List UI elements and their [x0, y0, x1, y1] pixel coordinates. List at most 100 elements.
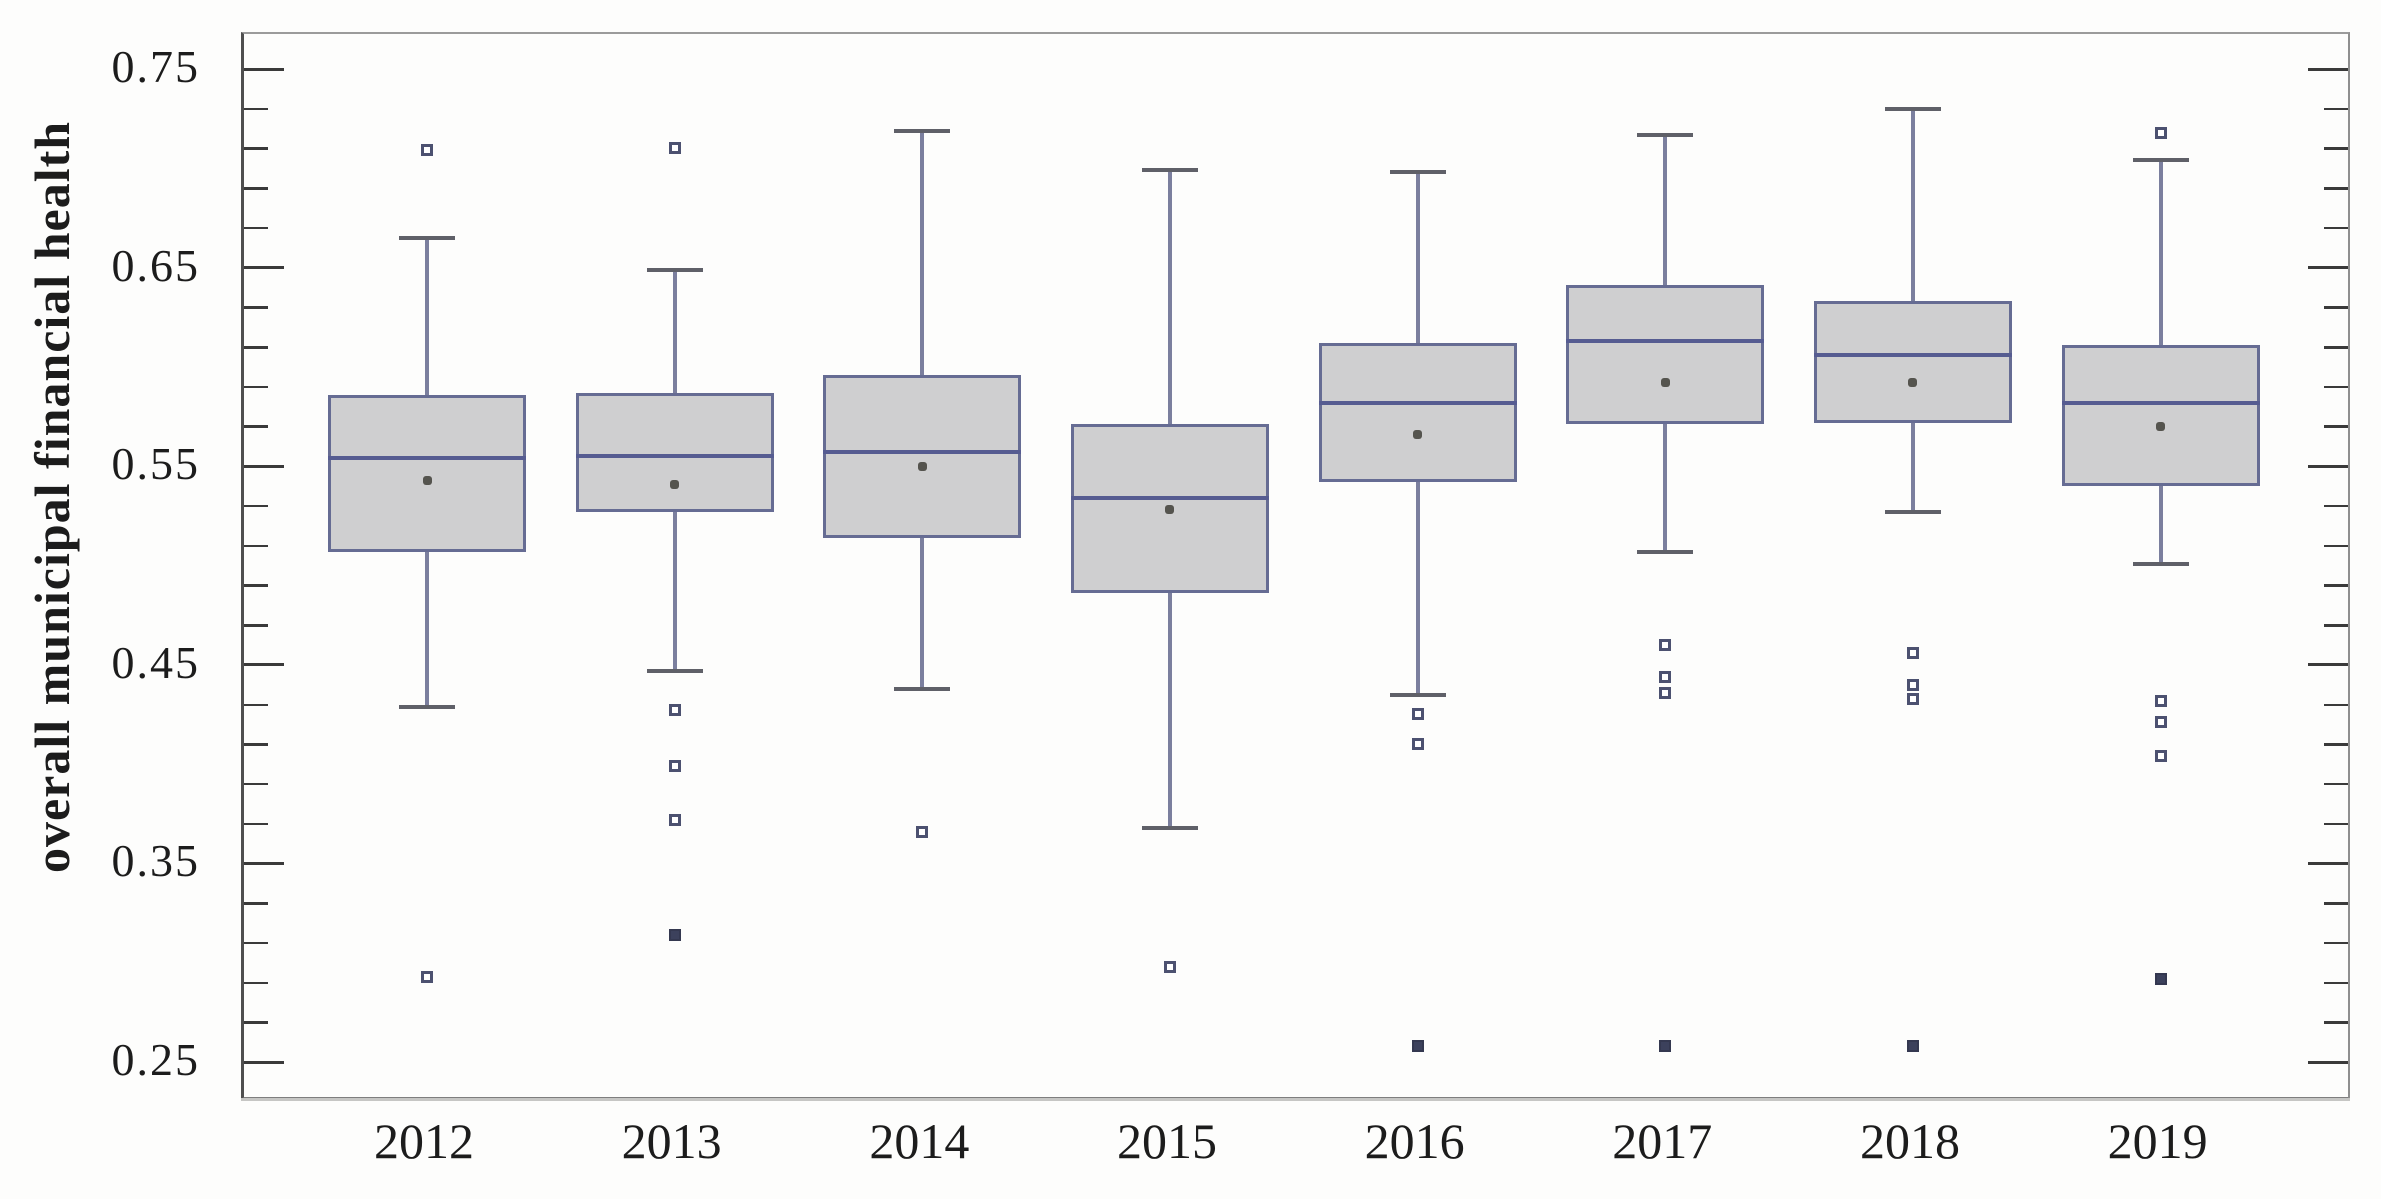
outlier-filled-2016	[1411, 1040, 1424, 1053]
iqr-box-2019	[2061, 345, 2260, 487]
outlier-2018	[1906, 692, 1919, 705]
median-line-2019	[2061, 400, 2260, 405]
y-major-tick-right	[2308, 266, 2348, 270]
y-minor-tick-left	[244, 822, 268, 826]
y-minor-tick-right	[2324, 782, 2348, 786]
outlier-2013	[668, 813, 681, 826]
whisker-cap-high-2017	[1637, 132, 1694, 137]
mean-marker-2013	[670, 479, 680, 489]
outlier-2017	[1659, 638, 1672, 651]
y-major-tick-right	[2308, 1060, 2348, 1064]
y-minor-tick-right	[2324, 187, 2348, 190]
mean-marker-2019	[2156, 421, 2166, 431]
x-tick-label-2016: 2016	[1364, 1113, 1465, 1169]
median-line-2014	[823, 450, 1022, 455]
y-minor-tick-right	[2324, 584, 2348, 587]
whisker-cap-low-2019	[2132, 561, 2189, 566]
whisker-cap-high-2013	[646, 267, 703, 272]
y-minor-tick-left	[244, 782, 268, 786]
outlier-filled-2019	[2154, 972, 2167, 985]
y-major-tick-left	[244, 464, 284, 468]
y-minor-tick-left	[244, 226, 268, 230]
outlier-2018	[1906, 646, 1919, 659]
x-tick-label-2013: 2013	[621, 1113, 722, 1169]
y-major-tick-right	[2308, 861, 2348, 865]
y-minor-tick-left	[244, 703, 268, 707]
y-minor-tick-left	[244, 385, 268, 389]
outlier-2014	[916, 825, 929, 838]
y-minor-tick-left	[244, 107, 268, 111]
whisker-cap-high-2015	[1141, 168, 1198, 173]
y-major-tick-right	[2308, 67, 2348, 71]
y-minor-tick-right	[2324, 226, 2348, 230]
x-tick-label-2019: 2019	[2107, 1113, 2208, 1169]
mean-marker-2014	[917, 461, 927, 471]
plot-area	[241, 32, 2350, 1100]
outlier-filled-2018	[1906, 1040, 1919, 1053]
outlier-2013	[668, 760, 681, 773]
outlier-filled-2013	[668, 928, 681, 941]
y-minor-tick-right	[2324, 624, 2348, 627]
y-minor-tick-left	[244, 504, 268, 508]
median-line-2017	[1566, 339, 1765, 344]
median-line-2018	[1813, 352, 2012, 357]
outlier-2016	[1411, 708, 1424, 721]
whisker-cap-high-2019	[2132, 158, 2189, 163]
median-line-2013	[575, 454, 774, 459]
median-line-2016	[1318, 400, 1517, 405]
y-minor-tick-right	[2324, 107, 2348, 111]
x-tick-label-2015: 2015	[1116, 1113, 1217, 1169]
whisker-cap-low-2015	[1141, 825, 1198, 830]
outlier-2013	[668, 704, 681, 717]
y-minor-tick-left	[244, 306, 268, 309]
y-major-tick-left	[244, 1060, 284, 1064]
outlier-2012	[421, 144, 433, 157]
y-tick-label: 0.25	[111, 1034, 200, 1085]
y-major-tick-left	[244, 67, 284, 71]
x-tick-label-2017: 2017	[1612, 1113, 1713, 1169]
y-minor-tick-left	[244, 544, 268, 548]
y-tick-label: 0.65	[111, 239, 200, 291]
y-minor-tick-left	[244, 346, 268, 349]
y-minor-tick-right	[2324, 981, 2348, 985]
y-minor-tick-right	[2324, 346, 2348, 349]
outlier-2016	[1411, 738, 1424, 751]
iqr-box-2016	[1318, 343, 1517, 483]
whisker-cap-low-2012	[399, 704, 455, 709]
iqr-box-2012	[328, 394, 526, 552]
whisker-cap-high-2012	[399, 235, 455, 240]
whisker-cap-low-2016	[1389, 692, 1446, 697]
y-minor-tick-left	[244, 147, 268, 150]
outlier-2015	[1163, 960, 1176, 973]
iqr-box-2017	[1566, 285, 1765, 425]
y-minor-tick-left	[244, 584, 268, 587]
outlier-2019	[2154, 126, 2167, 139]
iqr-box-2013	[575, 392, 774, 512]
y-minor-tick-right	[2324, 1021, 2348, 1024]
y-minor-tick-right	[2324, 147, 2348, 150]
outlier-2013	[668, 142, 681, 155]
y-minor-tick-left	[244, 902, 268, 905]
y-major-tick-left	[244, 266, 284, 270]
y-minor-tick-right	[2324, 703, 2348, 707]
y-minor-tick-right	[2324, 941, 2348, 945]
y-tick-label: 0.35	[111, 835, 200, 887]
y-minor-tick-right	[2324, 425, 2348, 428]
whisker-cap-high-2016	[1389, 170, 1446, 175]
outlier-2018	[1906, 678, 1919, 691]
plot-frame-bottom-shadow	[241, 1098, 2350, 1101]
outlier-2017	[1659, 686, 1672, 699]
mean-marker-2015	[1165, 505, 1175, 515]
y-minor-tick-left	[244, 941, 268, 945]
iqr-box-2018	[1813, 301, 2012, 423]
outlier-2019	[2154, 716, 2167, 729]
iqr-box-2015	[1070, 424, 1269, 594]
y-minor-tick-left	[244, 624, 268, 627]
y-minor-tick-right	[2324, 544, 2348, 548]
y-minor-tick-left	[244, 981, 268, 985]
mean-marker-2017	[1660, 378, 1670, 388]
outlier-filled-2017	[1659, 1040, 1672, 1053]
iqr-box-2014	[823, 374, 1022, 538]
y-minor-tick-right	[2324, 504, 2348, 508]
